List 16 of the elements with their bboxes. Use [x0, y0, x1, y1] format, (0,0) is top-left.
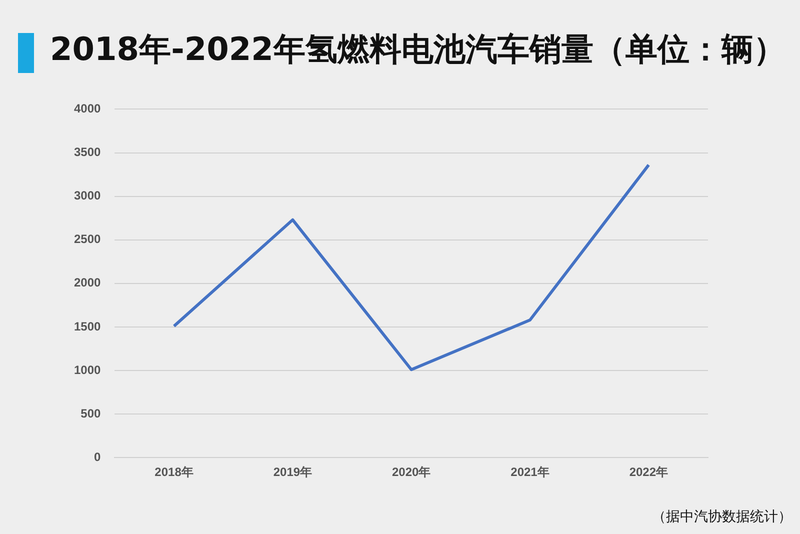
y-tick-label: 3500 [74, 145, 102, 160]
text: （据中汽协数据统计） [652, 508, 792, 526]
y-tick-label: 4000 [74, 102, 102, 116]
y-tick-label: 1000 [74, 362, 102, 377]
y-tick-label: 3000 [74, 188, 102, 203]
y-tick-label: 1500 [74, 319, 102, 334]
x-tick-label: 2018年 [154, 465, 194, 480]
x-tick-label: 2019年 [273, 465, 312, 480]
chart-title: 2018年-2022年氢燃料电池汽车销量（单位：辆） [50, 29, 786, 70]
x-tick-label: 2022年 [629, 465, 668, 480]
x-tick-label: 2021年 [510, 465, 550, 480]
y-tick-label: 2000 [74, 276, 102, 290]
y-tick-label: 2500 [74, 232, 102, 246]
x-tick-label: 2020年 [392, 465, 431, 480]
y-tick-label: 0 [94, 450, 102, 464]
y-tick-label: 500 [80, 406, 102, 420]
